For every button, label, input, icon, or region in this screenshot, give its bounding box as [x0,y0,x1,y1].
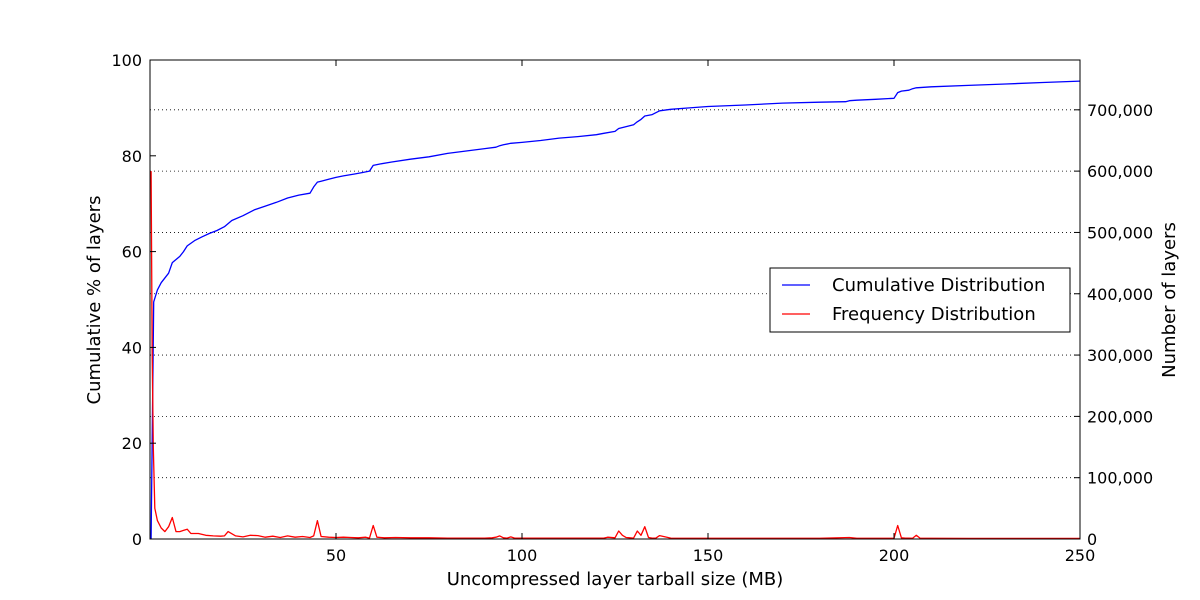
legend: Cumulative Distribution Frequency Distri… [769,267,1071,333]
x-tick-label: 50 [326,546,346,565]
frequency-distribution-line [150,171,1080,540]
y-right-tick-label: 0 [1087,530,1097,549]
y-right-tick-label: 100,000 [1087,469,1153,488]
grid-layer [150,109,1080,479]
y-left-tick-label: 60 [122,243,142,262]
x-tick-label: 200 [879,546,910,565]
x-tick-label: 150 [693,546,724,565]
y-left-tick-label: 20 [122,434,142,453]
y-left-tick-label: 80 [122,147,142,166]
x-axis-label: Uncompressed layer tarball size (MB) [447,569,784,590]
y-left-tick-label: 100 [111,51,142,70]
legend-box [769,267,1071,333]
y-axis-right-label: Number of layers [1159,222,1180,378]
legend-label-cumulative: Cumulative Distribution [832,275,1045,296]
y-right-tick-label: 600,000 [1087,162,1153,181]
y-right-tick-label: 300,000 [1087,346,1153,365]
cumulative-distribution-line [150,80,1081,540]
series-layer [150,80,1081,540]
y-left-tick-label: 0 [132,530,142,549]
x-tick-label: 250 [1065,546,1096,565]
y-axis-left-label: Cumulative % of layers [84,196,105,405]
y-right-tick-label: 400,000 [1087,285,1153,304]
plot-frame [149,59,1081,540]
ticks-layer: 50 100 150 200 2500204060801000100,000200,00… [111,51,1153,565]
y-right-tick-label: 700,000 [1087,101,1153,120]
x-tick-label: 100 [507,546,538,565]
legend-label-frequency: Frequency Distribution [832,304,1036,325]
y-right-tick-label: 200,000 [1087,407,1153,426]
y-left-tick-label: 40 [122,338,142,357]
y-right-tick-label: 500,000 [1087,223,1153,242]
